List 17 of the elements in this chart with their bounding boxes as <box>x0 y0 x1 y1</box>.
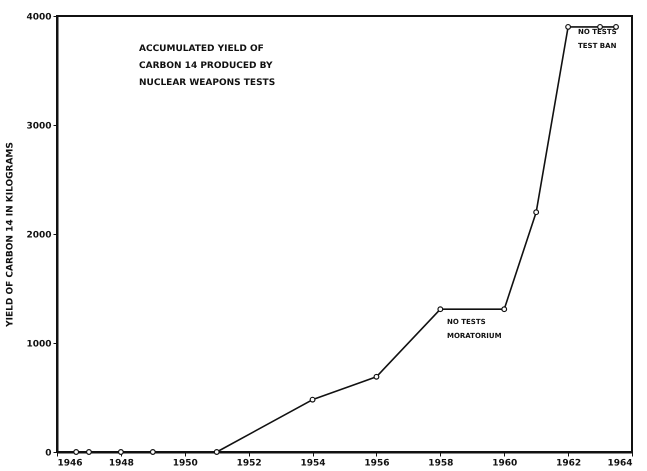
y-tick-label: 0 <box>45 448 52 458</box>
y-tick-label: 2000 <box>26 230 52 240</box>
x-tick-label: 1952 <box>236 458 262 468</box>
text: ACCUMULATED YIELD OF CARBON 14 PRODUCED BY NUCLEAR WEAPONS TESTS <box>139 44 276 88</box>
x-tick-label: 1954 <box>300 458 326 468</box>
x-tick-label: 1960 <box>492 458 518 468</box>
y-tick-label: 4000 <box>26 12 52 22</box>
y-axis-title: YIELD OF CARBON 14 IN KILOGRAMS <box>5 142 16 328</box>
x-tick-label: 1948 <box>108 458 134 468</box>
x-tick-label: 1962 <box>556 458 582 468</box>
x-tick-label: 1956 <box>364 458 390 468</box>
y-tick-label: 1000 <box>26 340 52 350</box>
x-tick-label: 1958 <box>428 458 454 468</box>
x-tick-label: 1946 <box>58 458 83 468</box>
y-tick-label: 3000 <box>26 122 52 132</box>
x-tick-label: 1964 <box>607 458 632 468</box>
x-tick-label: 1950 <box>172 458 198 468</box>
